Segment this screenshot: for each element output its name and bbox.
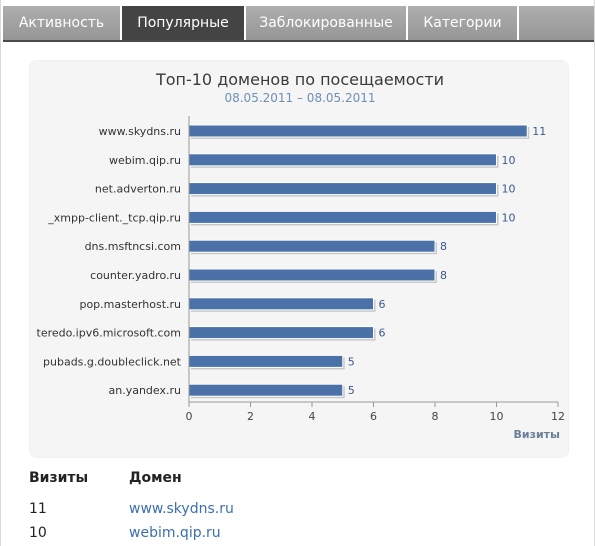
category-label: teredo.ipv6.microsoft.com — [37, 327, 181, 340]
tab-bar: Активность Популярные Заблокированные Ка… — [3, 2, 594, 42]
bar[interactable] — [188, 124, 528, 138]
tab-popular[interactable]: Популярные — [122, 6, 244, 40]
bar[interactable] — [188, 182, 497, 196]
bars-layer: www.skydns.ru 11 webim.qip.ru 10 net.adverto… — [37, 124, 546, 399]
x-axis: 0 2 4 6 8 10 12 — [186, 116, 565, 423]
bar[interactable] — [188, 153, 497, 167]
category-label: webim.qip.ru — [109, 154, 181, 167]
x-tick-label: 10 — [490, 410, 504, 423]
x-tick-label: 2 — [247, 410, 254, 423]
bar[interactable] — [188, 268, 436, 282]
x-tick-label: 8 — [432, 410, 439, 423]
bar[interactable] — [188, 354, 344, 368]
bar[interactable] — [188, 383, 344, 397]
value-label: 10 — [502, 211, 516, 224]
chart-card: Топ-10 доменов по посещаемости 08.05.201… — [29, 60, 569, 458]
bar-chart: Топ-10 доменов по посещаемости 08.05.201… — [37, 70, 565, 441]
domain-link[interactable]: webim.qip.ru — [129, 525, 221, 541]
bar[interactable] — [188, 297, 374, 311]
column-header-visits: Визиты — [29, 470, 89, 486]
value-label: 8 — [440, 269, 447, 282]
category-label: pubads.g.doubleclick.net — [43, 355, 182, 368]
table-row: 10 webim.qip.ru — [29, 525, 569, 546]
x-tick-label: 4 — [309, 410, 316, 423]
bar[interactable] — [188, 326, 374, 340]
bar[interactable] — [188, 210, 497, 224]
tab-categories[interactable]: Категории — [408, 6, 517, 40]
x-tick-label: 12 — [551, 410, 565, 423]
tab-more[interactable] — [519, 6, 594, 40]
column-header-domain: Домен — [129, 470, 182, 486]
x-axis-title: Визиты — [513, 428, 560, 441]
value-label: 10 — [502, 154, 516, 167]
category-label: dns.msftncsi.com — [85, 240, 181, 253]
table-row: 11 www.skydns.ru — [29, 501, 569, 523]
category-label: an.yandex.ru — [109, 384, 182, 397]
tab-bar-underline — [3, 40, 594, 42]
value-label: 11 — [532, 125, 546, 138]
visits-count: 11 — [29, 501, 47, 517]
value-label: 8 — [440, 240, 447, 253]
domain-link[interactable]: www.skydns.ru — [129, 501, 234, 517]
category-label: www.skydns.ru — [99, 125, 181, 138]
visits-count: 10 — [29, 525, 47, 541]
value-label: 6 — [379, 298, 386, 311]
category-label: pop.masterhost.ru — [79, 298, 181, 311]
chart-title: Топ-10 доменов по посещаемости — [155, 70, 444, 89]
value-label: 5 — [348, 384, 355, 397]
value-label: 6 — [379, 327, 386, 340]
tab-blocked[interactable]: Заблокированные — [246, 6, 406, 40]
tab-activity[interactable]: Активность — [3, 6, 120, 40]
category-label: net.adverton.ru — [95, 183, 181, 196]
value-label: 5 — [348, 355, 355, 368]
category-label: counter.yadro.ru — [90, 269, 181, 282]
x-tick-label: 6 — [370, 410, 377, 423]
bar[interactable] — [188, 239, 436, 253]
chart-subtitle: 08.05.2011 – 08.05.2011 — [224, 91, 375, 105]
category-label: _xmpp-client._tcp.qip.ru — [47, 211, 181, 224]
x-tick-label: 0 — [186, 410, 193, 423]
value-label: 10 — [502, 183, 516, 196]
